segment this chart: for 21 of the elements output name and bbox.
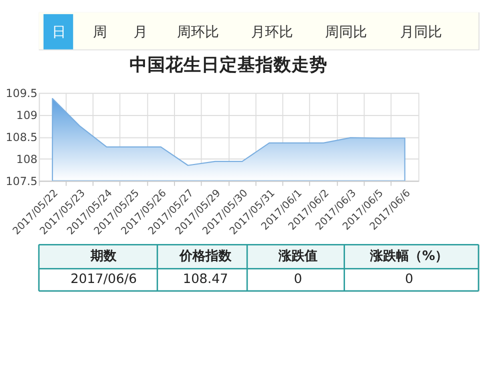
text: 2017/06/6 [70, 272, 137, 288]
text: 月环比 [251, 24, 294, 40]
chart-title: 中国花生日定基指数走势 [130, 54, 328, 76]
text: 0 [294, 272, 302, 288]
text: 月 [134, 24, 148, 40]
y-tick-label: 109 [16, 108, 38, 122]
y-tick-label: 108 [16, 152, 38, 166]
text: 涨跌幅（%） [369, 248, 448, 264]
text: 期数 [90, 248, 118, 264]
text: 108.47 [182, 272, 228, 288]
text: 周同比 [325, 24, 368, 40]
y-tick-label: 109.5 [6, 87, 38, 100]
text: 日 [52, 24, 66, 40]
text: 周环比 [177, 24, 220, 40]
y-tick-label: 107.5 [6, 174, 38, 188]
y-tick-label: 108.5 [6, 130, 38, 144]
text: 涨跌值 [278, 248, 318, 264]
text: 0 [404, 272, 414, 288]
text: 周 [92, 24, 107, 40]
text: 价格指数 [178, 248, 232, 264]
text: 月同比 [400, 24, 442, 40]
